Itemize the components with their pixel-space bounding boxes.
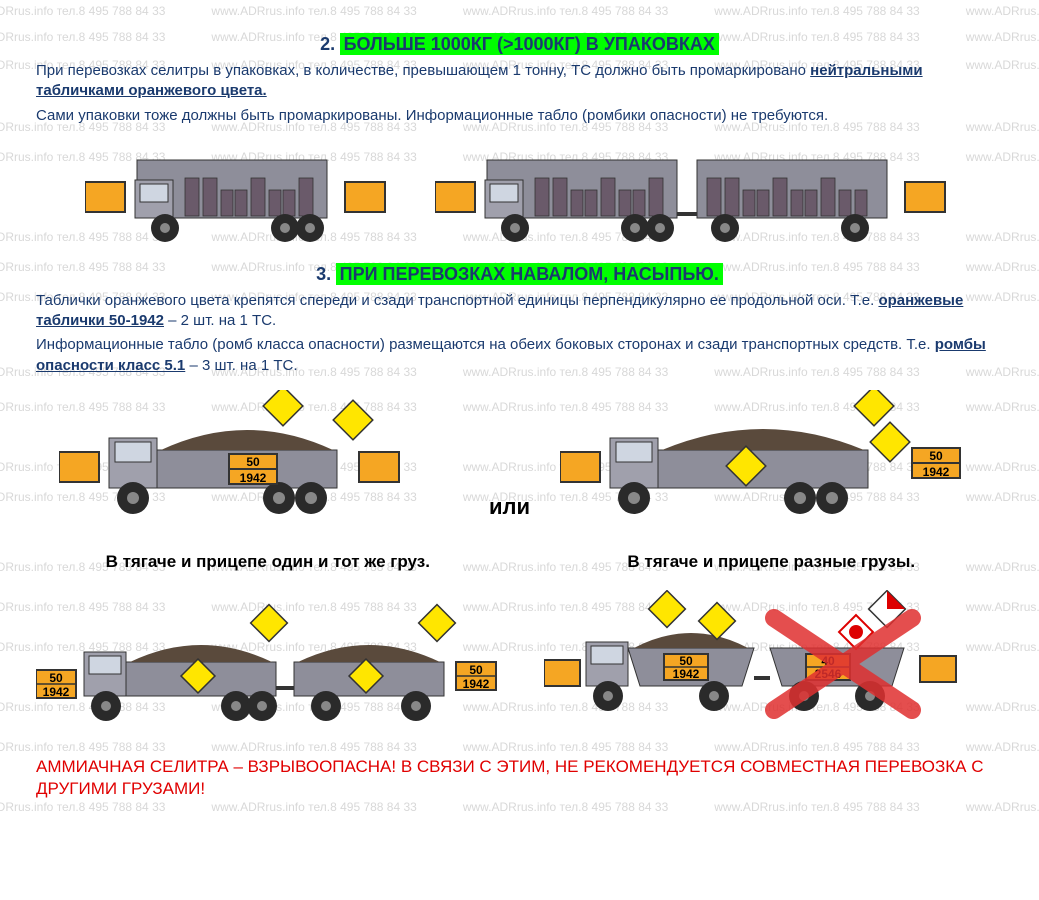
svg-text:1942: 1942	[463, 677, 490, 691]
svg-text:50: 50	[680, 654, 694, 668]
or-label: или	[489, 494, 530, 520]
section2-trucks	[36, 140, 1003, 250]
svg-text:1942: 1942	[923, 465, 950, 479]
section2-heading: 2. БОЛЬШЕ 1000КГ (>1000КГ) В УПАКОВКАХ	[36, 34, 1003, 55]
svg-text:50: 50	[49, 671, 63, 685]
warning-text: АММИАЧНАЯ СЕЛИТРА – ВЗРЫВООПАСНА! В СВЯЗ…	[36, 756, 1003, 800]
combo-same: 50 1942	[36, 600, 514, 730]
section2-p2: Сами упаковки тоже должны быть промаркир…	[36, 106, 1003, 126]
section3-bulk-row: 50 1942 или	[36, 390, 1003, 520]
svg-text:1942: 1942	[43, 685, 70, 699]
caption-same-cargo: В тягаче и прицепе один и тот же груз.	[36, 552, 500, 572]
svg-text:50: 50	[929, 449, 943, 463]
section3-p2: Информационные табло (ромб класса опасно…	[36, 335, 1003, 376]
section2-p1: При перевозках селитры в упаковках, в ко…	[36, 61, 1003, 102]
bulk-truck-right: 50 1942	[560, 390, 980, 520]
section3-title: ПРИ ПЕРЕВОЗКАХ НАВАЛОМ, НАСЫПЬЮ.	[336, 263, 723, 285]
svg-text:1942: 1942	[673, 667, 700, 681]
section2-num: 2.	[320, 34, 335, 54]
combo-diff: 50 1942 40	[544, 590, 1003, 730]
section2-title: БОЛЬШЕ 1000КГ (>1000КГ) В УПАКОВКАХ	[340, 33, 719, 55]
svg-text:50: 50	[246, 455, 260, 469]
bulk-truck-left: 50 1942	[59, 390, 459, 520]
section3-num: 3.	[316, 264, 331, 284]
svg-text:1942: 1942	[240, 471, 267, 485]
section3-heading: 3. ПРИ ПЕРЕВОЗКАХ НАВАЛОМ, НАСЫПЬЮ.	[36, 264, 1003, 285]
section3-combo-row: 50 1942	[36, 590, 1003, 730]
truck-packaged-solo	[85, 140, 405, 250]
truck-packaged-trailer	[435, 140, 955, 250]
caption-diff-cargo: В тягаче и прицепе разные грузы.	[540, 552, 1004, 572]
svg-text:50: 50	[469, 663, 483, 677]
section3-p1: Таблички оранжевого цвета крепятся спере…	[36, 291, 1003, 332]
